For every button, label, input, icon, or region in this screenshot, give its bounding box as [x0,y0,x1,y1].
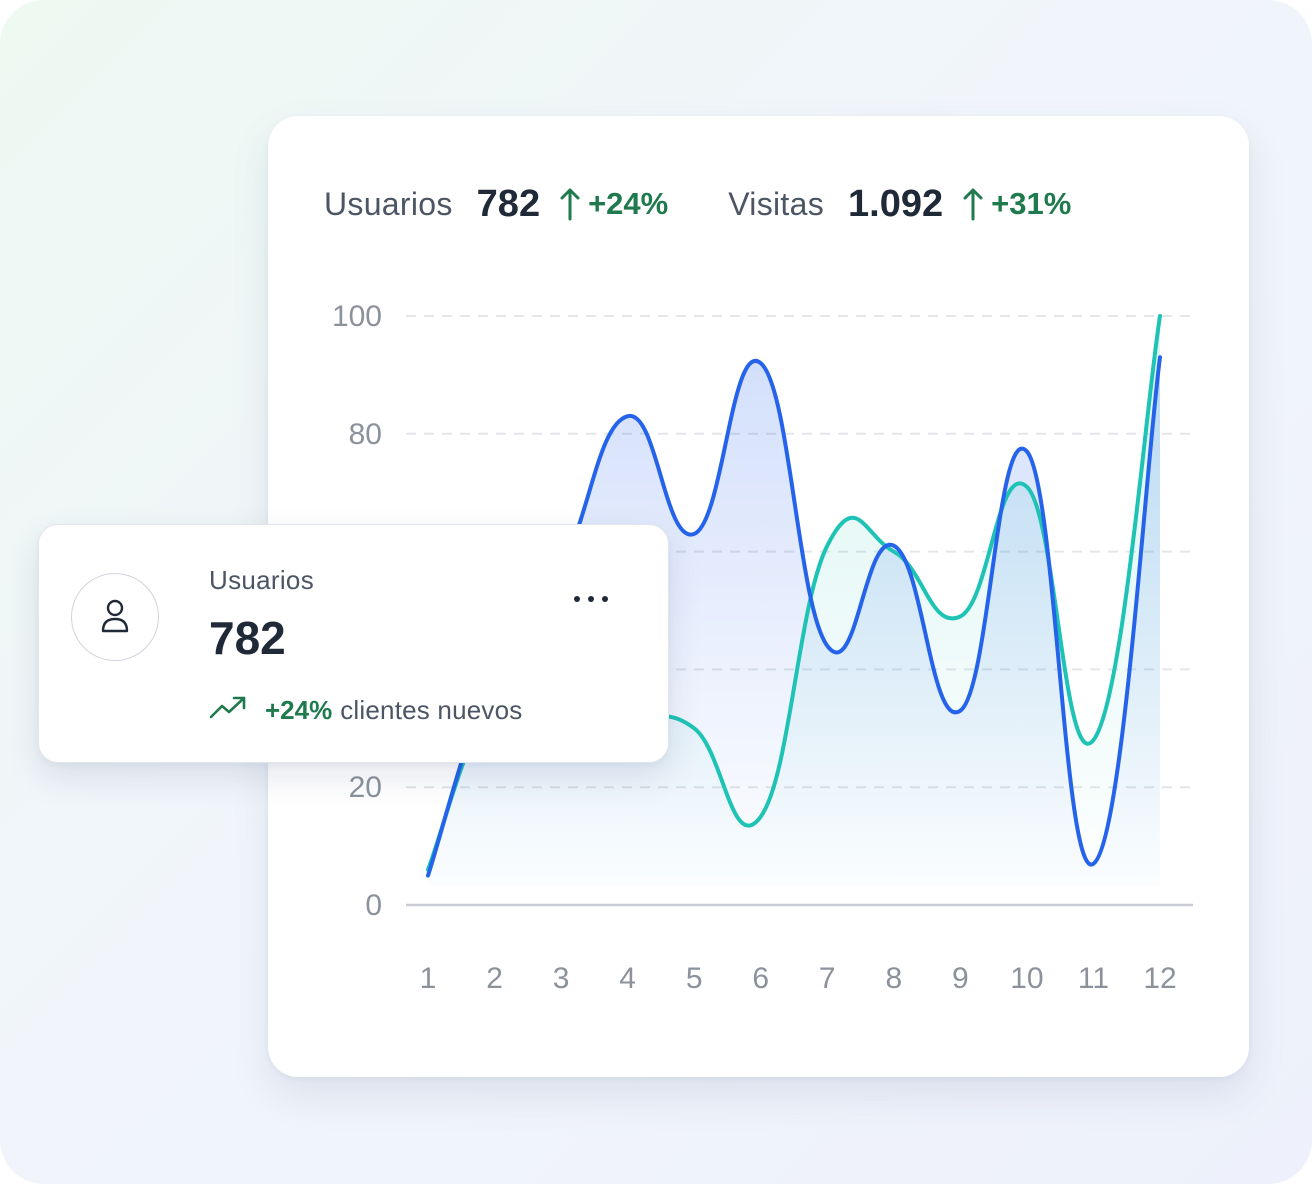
visits-stat-label: Visitas [728,185,825,222]
x-tick-label: 11 [1078,962,1109,995]
y-tick-label: 0 [365,889,382,922]
users-stat-label: Usuarios [324,185,453,222]
arrow-up-icon [963,187,983,221]
x-tick-label: 3 [553,962,570,995]
users-summary-card[interactable]: Usuarios 782 +24% clientes nuevos [38,524,669,763]
more-horizontal-icon[interactable] [571,587,611,611]
mini-card-label: Usuarios [209,565,314,595]
x-tick-label: 9 [952,962,969,995]
mini-card-value: 782 [209,612,286,664]
y-tick-label: 20 [349,771,382,804]
users-stat-delta: +24% [588,186,669,221]
x-tick-label: 4 [619,962,636,995]
users-stat-value: 782 [476,182,541,225]
trending-up-icon [209,695,247,726]
summary-stats: Usuarios 782 +24% Visitas 1.092 +31% [324,182,1071,226]
x-tick-label: 1 [420,962,437,995]
visits-stat-delta: +31% [991,186,1072,221]
y-tick-label: 80 [349,418,382,451]
mini-card-description: clientes nuevos [340,695,523,725]
x-tick-label: 6 [752,962,769,995]
x-tick-label: 10 [1010,962,1043,995]
arrow-up-icon [560,187,580,221]
x-tick-label: 7 [819,962,836,995]
x-tick-label: 12 [1143,962,1176,995]
mini-card-delta: +24% [265,695,333,725]
y-tick-label: 100 [332,300,382,333]
x-tick-label: 5 [686,962,703,995]
user-icon [71,573,159,661]
x-tick-label: 8 [885,962,902,995]
visits-stat-value: 1.092 [848,182,944,225]
x-tick-label: 2 [486,962,503,995]
mini-card-trend: +24% clientes nuevos [209,695,522,726]
